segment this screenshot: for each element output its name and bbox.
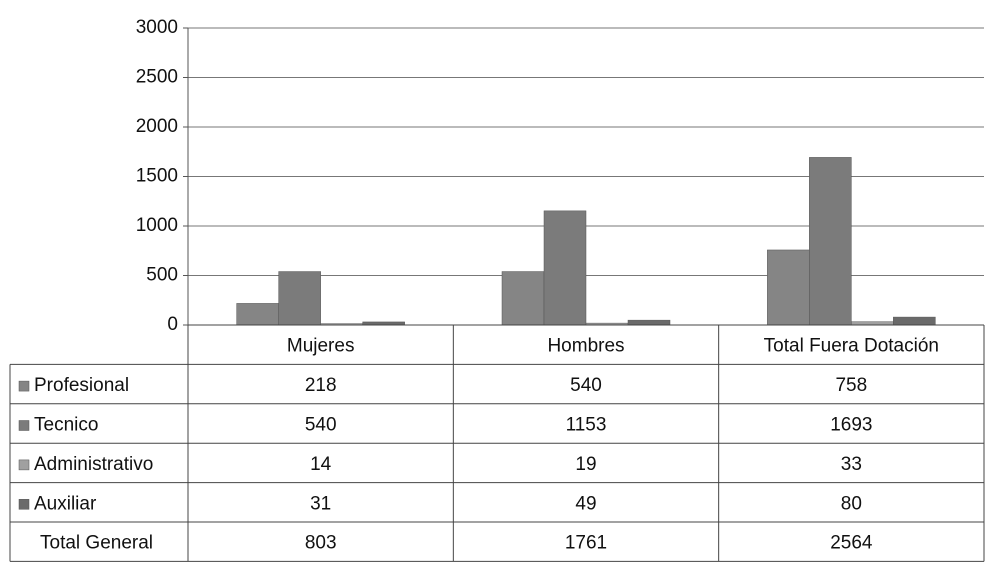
table-cell: 14 — [310, 454, 332, 475]
column-header: Hombres — [547, 336, 624, 357]
bar — [543, 210, 587, 326]
y-tick-label: 500 — [146, 265, 178, 286]
y-tick-label: 1000 — [136, 215, 178, 236]
y-tick-label: 3000 — [136, 17, 178, 38]
table-cell: 19 — [575, 454, 596, 475]
y-tick-label: 2500 — [136, 67, 178, 88]
table-cell: 33 — [841, 454, 862, 475]
bar — [767, 249, 810, 326]
y-tick-label: 0 — [167, 314, 178, 335]
table-cell: 803 — [305, 533, 337, 554]
table-cell: 1693 — [830, 415, 872, 436]
table-cell: 540 — [305, 415, 337, 436]
table-cell: 49 — [575, 493, 596, 514]
legend-label: Auxiliar — [34, 493, 97, 514]
y-tick-label: 2000 — [136, 116, 178, 137]
table-cell: 31 — [310, 493, 331, 514]
column-header: Mujeres — [287, 336, 355, 357]
table-cell: 758 — [835, 375, 867, 396]
bar — [278, 271, 321, 326]
bar — [893, 316, 936, 326]
bar — [627, 319, 671, 326]
legend-label: Administrativo — [34, 454, 153, 475]
legend-label: Tecnico — [34, 415, 98, 436]
y-tick-label: 1500 — [136, 166, 178, 187]
bar — [236, 303, 279, 326]
table-cell: 540 — [570, 375, 602, 396]
legend-swatch — [18, 380, 30, 392]
table-cell: 1761 — [565, 533, 607, 554]
bar — [809, 157, 852, 326]
bar — [501, 271, 545, 326]
legend-swatch — [18, 459, 30, 471]
legend-swatch — [18, 420, 30, 431]
legend-label: Profesional — [34, 375, 129, 396]
legend-swatch — [18, 499, 30, 510]
table-cell: 218 — [305, 375, 337, 396]
total-label: Total General — [40, 533, 153, 554]
column-header: Total Fuera Dotación — [764, 336, 939, 357]
table-cell: 80 — [841, 493, 862, 514]
table-cell: 1153 — [566, 415, 607, 436]
table-cell: 2564 — [830, 533, 873, 554]
